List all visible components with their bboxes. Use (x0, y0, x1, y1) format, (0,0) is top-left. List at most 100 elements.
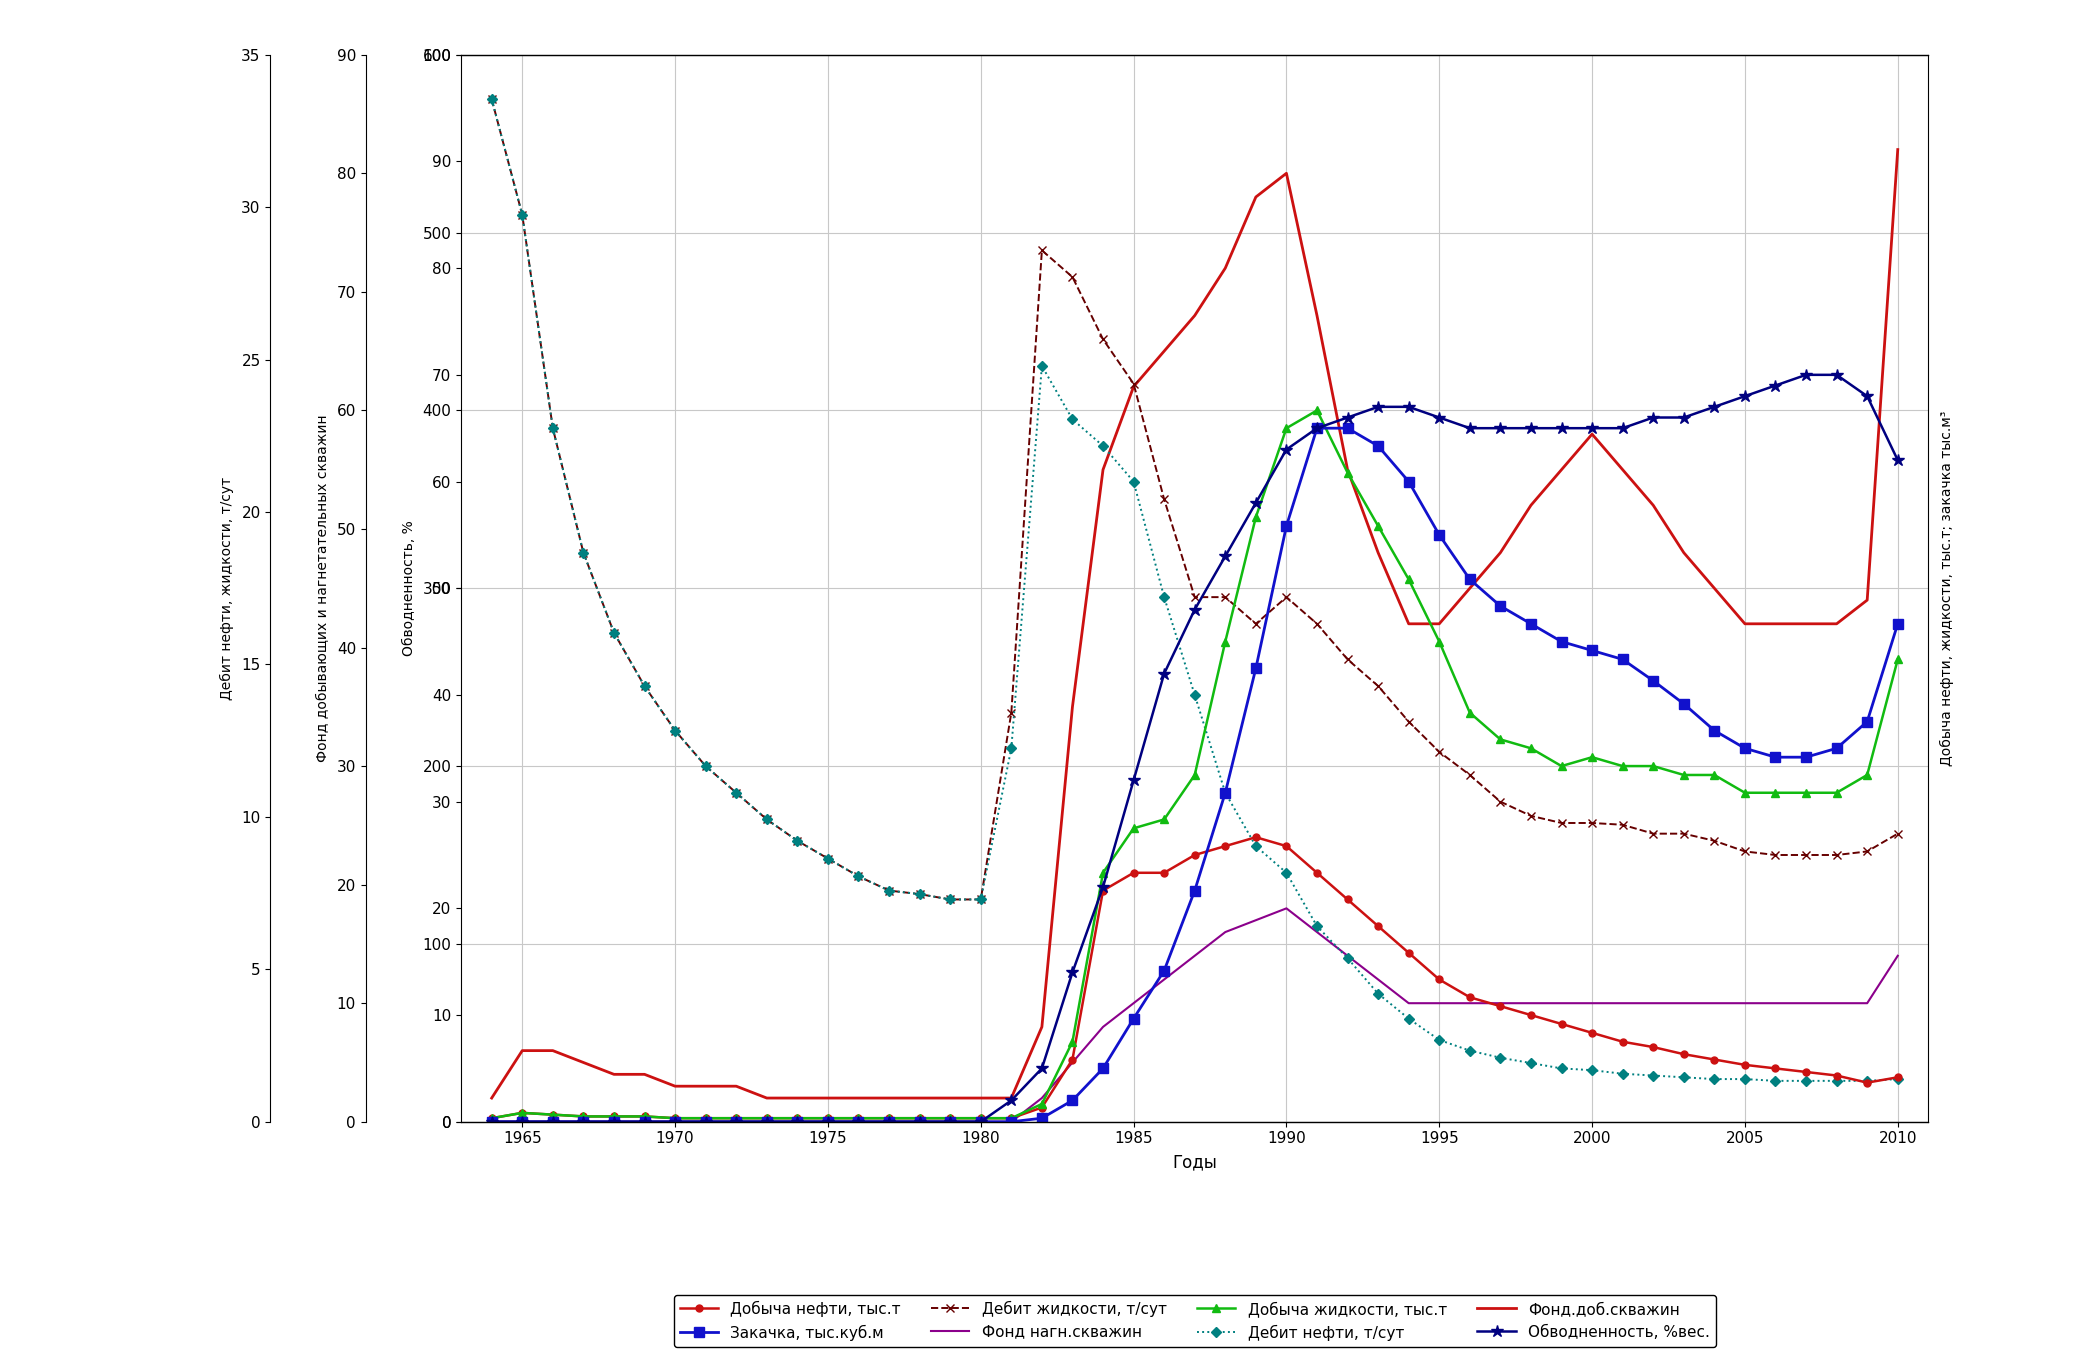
Дебит нефти, т/сут (480, 92, 505, 108)
Добыча жидкости, тыс.т (1794, 785, 1819, 802)
Обводненность, %вес. (1610, 420, 1635, 436)
Фонд.доб.скважин (1488, 544, 1513, 561)
Фонд.доб.скважин (602, 1066, 627, 1082)
Дебит нефти, т/сут (937, 892, 962, 908)
Добыча нефти, тыс.т (541, 1107, 566, 1123)
Фонд.доб.скважин (908, 1090, 933, 1107)
Добыча нефти, тыс.т (968, 1109, 994, 1126)
Фонд.доб.скважин (815, 1090, 840, 1107)
Закачка, тыс.куб.м (1824, 740, 1849, 757)
Закачка, тыс.куб.м (1061, 1092, 1086, 1108)
Line: Обводненность, %вес.: Обводненность, %вес. (486, 368, 1903, 1129)
Добыча нефти, тыс.т (784, 1109, 809, 1126)
Фонд.доб.скважин (847, 1090, 872, 1107)
Дебит нефти, т/сут (1367, 985, 1392, 1001)
Фонд.доб.скважин (876, 1090, 901, 1107)
Дебит жидкости, т/сут (755, 811, 780, 828)
Дебит нефти, т/сут (847, 869, 872, 885)
Закачка, тыс.куб.м (480, 1114, 505, 1130)
Добыча нефти, тыс.т (1396, 945, 1421, 962)
Добыча нефти, тыс.т (1488, 999, 1513, 1015)
Фонд нагн.скважин (1580, 995, 1606, 1011)
Закачка, тыс.куб.м (1182, 882, 1207, 899)
Закачка, тыс.куб.м (755, 1114, 780, 1130)
Фонд нагн.скважин (1090, 1019, 1115, 1036)
Закачка, тыс.куб.м (1000, 1114, 1025, 1130)
Обводненность, %вес. (815, 1114, 840, 1130)
Фонд.доб.скважин (1061, 699, 1086, 715)
Line: Закачка, тыс.куб.м: Закачка, тыс.куб.м (486, 423, 1903, 1127)
Закачка, тыс.куб.м (1457, 572, 1482, 588)
Обводненность, %вес. (480, 1114, 505, 1130)
Закачка, тыс.куб.м (570, 1114, 595, 1130)
Фонд нагн.скважин (1763, 995, 1788, 1011)
Дебит жидкости, т/сут (937, 892, 962, 908)
Фонд.доб.скважин (1580, 425, 1606, 442)
Обводненность, %вес. (1121, 772, 1147, 788)
Добыча нефти, тыс.т (602, 1108, 627, 1124)
Добыча нефти, тыс.т (633, 1108, 658, 1124)
Фонд.доб.скважин (1824, 616, 1849, 632)
Закачка, тыс.куб.м (1151, 963, 1176, 979)
Дебит жидкости, т/сут (633, 679, 658, 695)
Дебит нефти, т/сут (694, 758, 719, 774)
Обводненность, %вес. (1518, 420, 1543, 436)
Фонд нагн.скважин (1671, 995, 1696, 1011)
Добыча жидкости, тыс.т (1457, 705, 1482, 721)
Дебит жидкости, т/сут (509, 207, 534, 223)
Добыча жидкости, тыс.т (1214, 633, 1239, 650)
Дебит нефти, т/сут (1029, 358, 1054, 375)
Добыча жидкости, тыс.т (1641, 758, 1666, 774)
Обводненность, %вес. (1396, 398, 1421, 415)
Обводненность, %вес. (847, 1114, 872, 1130)
Добыча жидкости, тыс.т (1549, 758, 1574, 774)
Добыча жидкости, тыс.т (662, 1109, 687, 1126)
Добыча жидкости, тыс.т (908, 1109, 933, 1126)
Фонд.доб.скважин (968, 1090, 994, 1107)
Закачка, тыс.куб.м (509, 1114, 534, 1130)
Фонд нагн.скважин (694, 1114, 719, 1130)
Фонд.доб.скважин (723, 1078, 748, 1094)
Фонд.доб.скважин (1000, 1090, 1025, 1107)
Фонд нагн.скважин (541, 1114, 566, 1130)
Фонд.доб.скважин (1090, 461, 1115, 477)
Дебит нефти, т/сут (1549, 1060, 1574, 1077)
Фонд.доб.скважин (662, 1078, 687, 1094)
Дебит жидкости, т/сут (1121, 376, 1147, 393)
Дебит нефти, т/сут (755, 811, 780, 828)
Дебит жидкости, т/сут (1824, 847, 1849, 863)
Добыча жидкости, тыс.т (876, 1109, 901, 1126)
Line: Дебит нефти, т/сут: Дебит нефти, т/сут (488, 96, 1901, 1085)
Фонд.доб.скважин (1733, 616, 1759, 632)
Добыча нефти, тыс.т (1214, 837, 1239, 854)
Фонд.доб.скважин (1671, 544, 1696, 561)
Обводненность, %вес. (876, 1114, 901, 1130)
Обводненность, %вес. (509, 1114, 534, 1130)
Обводненность, %вес. (1367, 398, 1392, 415)
Фонд.доб.скважин (633, 1066, 658, 1082)
Фонд нагн.скважин (1794, 995, 1819, 1011)
Закачка, тыс.куб.м (1396, 473, 1421, 490)
Дебит жидкости, т/сут (480, 92, 505, 108)
Дебит жидкости, т/сут (968, 892, 994, 908)
Закачка, тыс.куб.м (1794, 750, 1819, 766)
Фонд.доб.скважин (1182, 308, 1207, 324)
Добыча жидкости, тыс.т (1243, 509, 1268, 525)
Дебит нефти, т/сут (509, 207, 534, 223)
Добыча жидкости, тыс.т (1884, 651, 1909, 668)
Обводненность, %вес. (1824, 367, 1849, 383)
Добыча жидкости, тыс.т (1427, 633, 1453, 650)
Y-axis label: Обводненность, %: Обводненность, % (402, 520, 415, 657)
Закачка, тыс.куб.м (1641, 673, 1666, 689)
Фонд нагн.скважин (968, 1114, 994, 1130)
Дебит нефти, т/сут (1794, 1073, 1819, 1089)
Добыча нефти, тыс.т (1304, 865, 1329, 881)
Добыча жидкости, тыс.т (1029, 1096, 1054, 1112)
Добыча нефти, тыс.т (1000, 1109, 1025, 1126)
Дебит жидкости, т/сут (876, 882, 901, 899)
Добыча нефти, тыс.т (1427, 971, 1453, 988)
Фонд нагн.скважин (1824, 995, 1849, 1011)
Добыча нефти, тыс.т (755, 1109, 780, 1126)
Дебит жидкости, т/сут (1671, 825, 1696, 841)
Фонд нагн.скважин (847, 1114, 872, 1130)
